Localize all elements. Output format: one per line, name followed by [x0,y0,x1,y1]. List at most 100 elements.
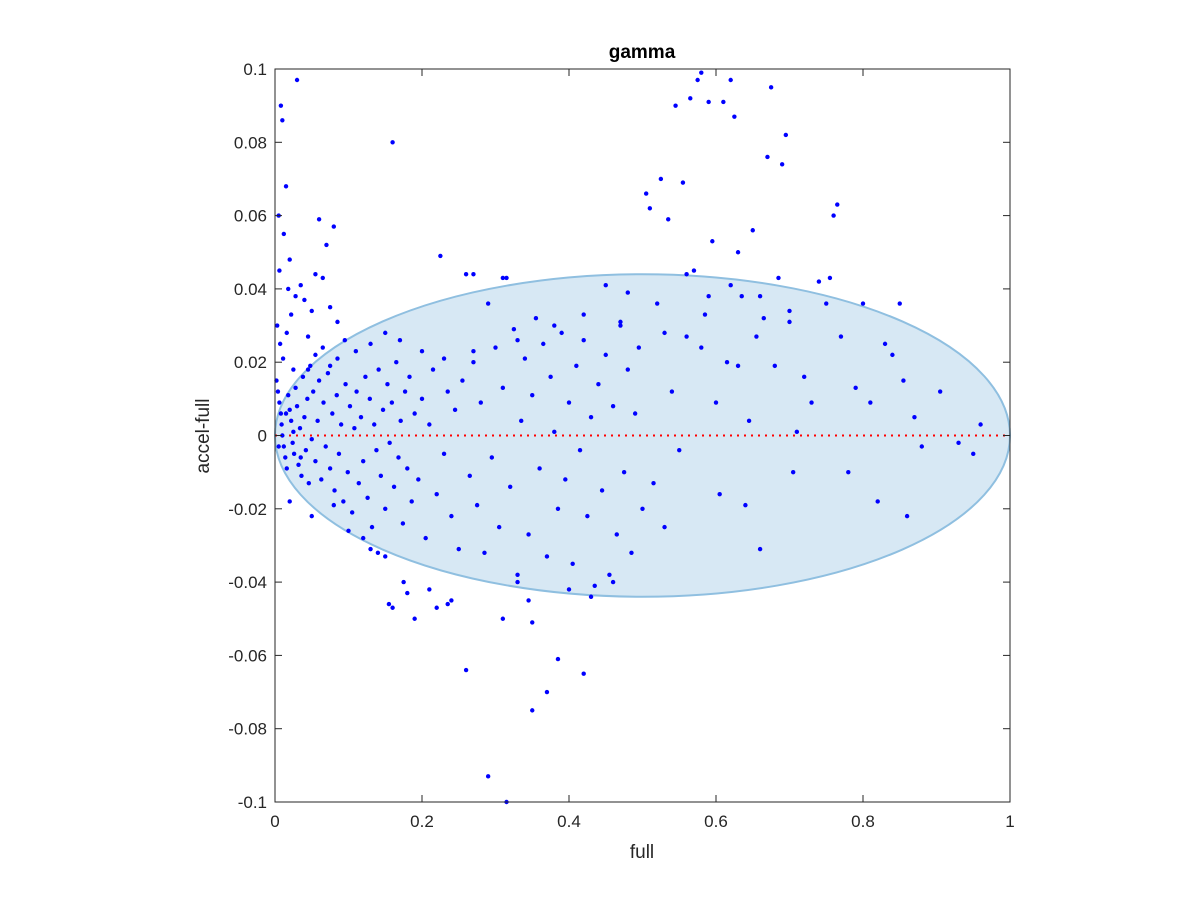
data-point [585,513,590,519]
data-point [937,389,943,394]
data-point [732,114,737,119]
data-point [555,506,561,511]
data-point [405,466,410,471]
data-point [320,275,325,281]
data-point [904,513,910,519]
data-point [504,275,509,281]
data-point [485,301,491,306]
data-point [471,360,476,365]
data-point [735,250,741,255]
data-point [398,418,403,424]
data-point [533,316,539,321]
data-point [625,367,630,372]
data-point [374,447,379,453]
data-point [391,484,397,490]
data-point [787,319,792,325]
data-point [311,389,316,394]
data-point [651,480,656,486]
data-point [287,257,292,262]
data-point [354,389,359,394]
data-point [445,601,450,607]
data-point [706,294,711,299]
data-point [666,217,671,222]
data-point [305,367,311,372]
data-point [471,272,476,277]
data-point [280,356,286,361]
x-tick-label: 0 [270,812,279,831]
data-point [471,349,476,354]
data-point [284,330,289,336]
data-point [419,396,425,402]
data-point [555,656,561,662]
data-point [699,345,704,350]
data-point [376,367,381,372]
y-tick-label: 0.02 [234,353,267,372]
data-point [695,77,700,83]
data-point [386,601,392,607]
y-tick-label: 0 [258,427,267,446]
data-point [291,367,296,372]
x-axis-label: full [630,842,654,863]
data-point [636,345,642,350]
data-point [394,360,399,365]
data-point [397,338,403,343]
data-point [508,484,513,490]
data-point [277,268,282,273]
data-point [743,502,748,508]
data-point [313,352,318,358]
x-axis-ticks: 0 0.2 0.4 0.6 0.8 1 [270,69,1015,831]
data-point [485,774,491,779]
data-point [629,550,634,555]
data-point [278,411,284,416]
data-point [378,473,384,479]
data-point [596,381,601,387]
data-point [427,587,432,592]
data-point [349,510,355,515]
data-point [827,275,833,281]
data-point [511,327,517,332]
data-point [776,275,781,281]
data-point [790,469,796,475]
data-point [367,396,373,402]
y-tick-label: 0.1 [243,60,267,79]
data-point [463,272,469,277]
data-point [321,400,326,405]
data-point [526,598,531,603]
data-point [618,323,623,328]
data-point [445,389,450,394]
data-point [728,77,733,83]
data-point [294,403,300,409]
data-point [515,338,520,343]
data-point [706,99,711,105]
y-tick-label: 0.06 [234,207,267,226]
data-point [478,400,483,405]
data-point [401,579,406,585]
data-point [761,316,766,321]
data-point [875,499,880,504]
data-point [302,414,307,420]
data-point [610,403,616,409]
data-point [434,605,439,610]
data-point [405,590,410,596]
data-point [400,521,406,526]
data-point [315,418,320,424]
data-point [291,429,296,435]
data-point [684,334,689,339]
data-point [655,301,660,306]
data-point [452,407,458,413]
data-point [570,561,575,566]
data-point [441,356,447,361]
x-tick-label: 0.2 [410,812,434,831]
y-axis-label: accel-full [193,399,214,474]
data-point [537,466,542,471]
data-point [277,341,283,347]
data-point [735,363,741,369]
data-point [746,418,752,424]
data-point [297,425,303,431]
data-point [625,290,630,295]
data-point [699,70,704,75]
data-point [402,389,408,394]
data-point [298,455,303,460]
data-point [342,338,348,343]
data-point [335,356,340,361]
